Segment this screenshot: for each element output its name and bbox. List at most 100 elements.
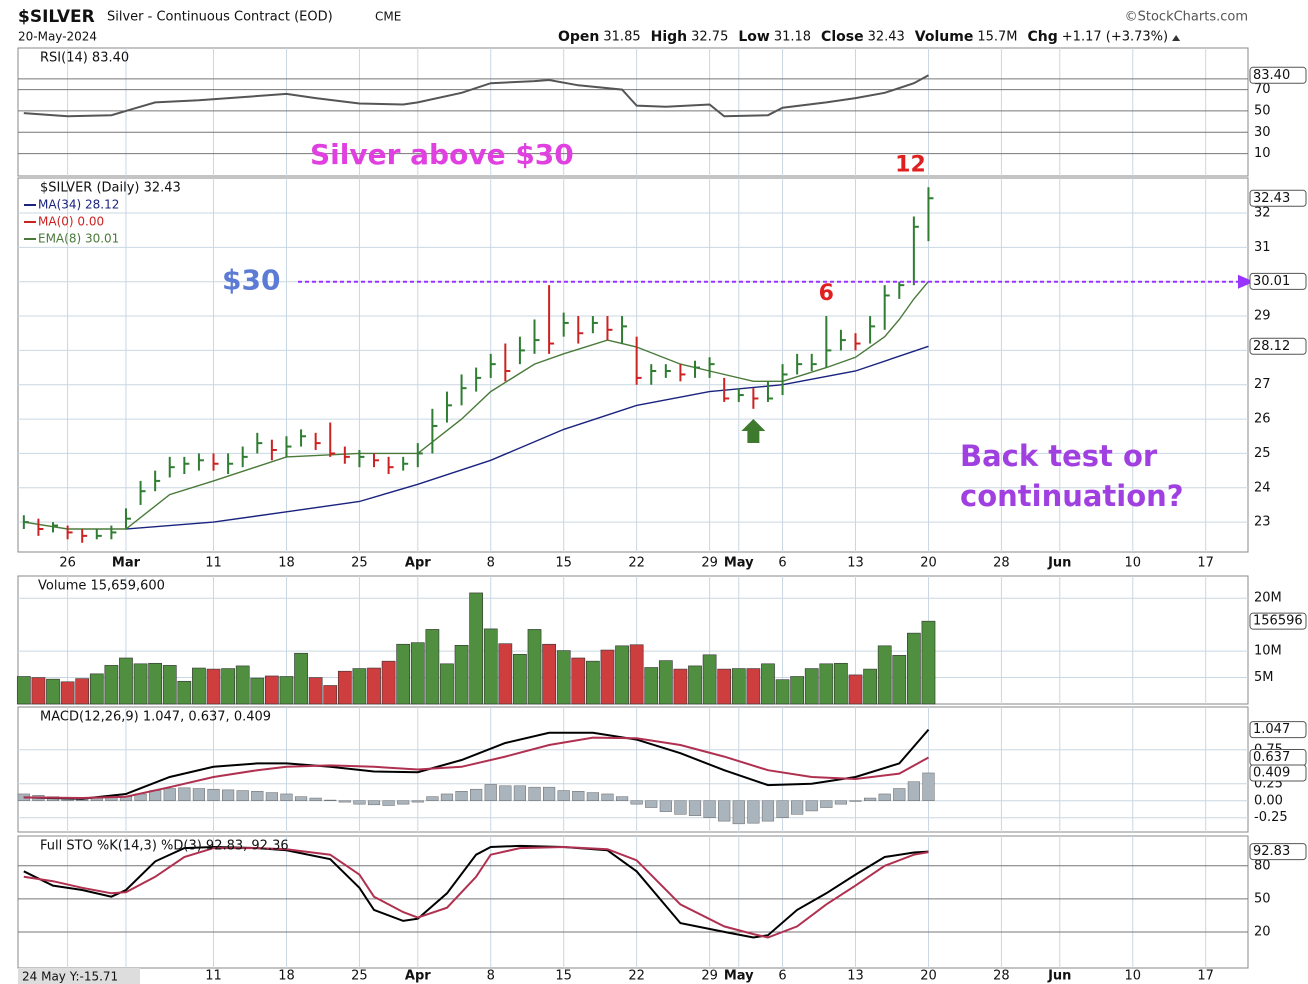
instrument-name: Silver - Continuous Contract (EOD) bbox=[107, 10, 333, 25]
volume-bar bbox=[396, 643, 411, 705]
volume-bar bbox=[571, 657, 586, 705]
y-tick-label: 5M bbox=[1254, 670, 1274, 685]
indicator-line bbox=[23, 74, 929, 118]
volume-bar bbox=[542, 643, 556, 705]
panel-title: RSI(14) 83.40 bbox=[40, 51, 129, 66]
volume-bar bbox=[658, 660, 673, 705]
y-tick-label: 20M bbox=[1254, 591, 1282, 606]
histogram-bar bbox=[688, 800, 702, 816]
y-tick-label: 29 bbox=[1254, 309, 1271, 324]
x-tick-label: 13 bbox=[847, 969, 864, 984]
x-tick-label: 6 bbox=[778, 969, 786, 984]
x-tick-label: 11 bbox=[205, 969, 222, 984]
count-label: 12 bbox=[895, 152, 926, 177]
quote-value: +1.17 (+3.73%) bbox=[1062, 30, 1168, 45]
histogram-bar bbox=[674, 800, 687, 815]
volume-bar bbox=[410, 642, 425, 705]
volume-bar bbox=[644, 667, 659, 705]
histogram-bar bbox=[280, 793, 293, 802]
footer-bg bbox=[18, 968, 140, 984]
volume-bar bbox=[527, 629, 542, 705]
histogram-bar bbox=[382, 800, 395, 806]
x-tick-label: 17 bbox=[1197, 969, 1214, 984]
annotation: Silver above $30 bbox=[310, 138, 574, 171]
source: ©StockCharts.com bbox=[1125, 10, 1248, 25]
volume-bar bbox=[731, 668, 746, 705]
histogram-bar bbox=[222, 789, 235, 801]
x-tick-label: Jun bbox=[1047, 556, 1071, 571]
x-tick-label: 29 bbox=[701, 556, 718, 571]
x-tick-label: May bbox=[724, 556, 754, 571]
x-tick-label: 8 bbox=[487, 556, 495, 571]
quote-label: Volume bbox=[915, 29, 974, 45]
volume-bar bbox=[206, 668, 221, 705]
panel-title: Volume 15,659,600 bbox=[38, 579, 165, 594]
volume-bar bbox=[746, 668, 761, 705]
last-value-box bbox=[1249, 272, 1307, 290]
up-arrow bbox=[741, 419, 766, 443]
histogram-bar bbox=[397, 800, 410, 805]
histogram-bar bbox=[572, 790, 585, 802]
histogram-bar bbox=[907, 781, 920, 802]
histogram-bar bbox=[630, 800, 643, 805]
indicator-line bbox=[23, 845, 929, 939]
y-tick-label: 0.00 bbox=[1254, 793, 1283, 808]
volume-bar bbox=[600, 649, 615, 705]
x-tick-label: 29 bbox=[701, 969, 718, 984]
volume-bar bbox=[498, 643, 513, 705]
histogram-bar bbox=[718, 800, 731, 822]
histogram-bar bbox=[440, 793, 454, 802]
histogram-bar bbox=[747, 800, 760, 824]
histogram-bar bbox=[192, 788, 206, 801]
histogram-bar bbox=[236, 790, 249, 801]
histogram-bar bbox=[338, 800, 351, 803]
quote-label: High bbox=[651, 29, 688, 45]
x-tick-label: 15 bbox=[555, 969, 572, 984]
last-value-label: 156596 bbox=[1253, 614, 1303, 629]
histogram-bar bbox=[499, 785, 512, 801]
histogram-bar bbox=[294, 796, 308, 801]
volume-bar bbox=[761, 663, 775, 705]
volume-bar bbox=[381, 660, 396, 705]
y-tick-label: 80 bbox=[1254, 858, 1271, 873]
histogram-bar bbox=[849, 800, 862, 802]
last-value-box bbox=[1249, 66, 1307, 84]
histogram-bar bbox=[820, 800, 833, 808]
histogram-bar bbox=[528, 786, 541, 801]
last-value-label: 32.43 bbox=[1253, 191, 1290, 206]
volume-bar bbox=[921, 620, 936, 705]
volume-bar bbox=[177, 680, 192, 705]
x-tick-label: 10 bbox=[1124, 556, 1141, 571]
histogram-bar bbox=[615, 796, 629, 801]
histogram-bar bbox=[484, 784, 497, 802]
histogram-bar bbox=[207, 788, 220, 802]
last-value-box bbox=[1249, 764, 1307, 782]
histogram-bar bbox=[543, 786, 556, 801]
volume-bar bbox=[337, 670, 352, 705]
volume-bar bbox=[907, 632, 921, 705]
histogram-bar bbox=[864, 797, 877, 801]
histogram-bar bbox=[251, 790, 264, 802]
histogram-bar bbox=[805, 800, 818, 812]
indicator-line bbox=[23, 736, 929, 800]
x-tick-label: 22 bbox=[628, 556, 645, 571]
y-tick-label: 26 bbox=[1254, 412, 1271, 427]
last-value-box bbox=[1249, 721, 1307, 739]
histogram-bar bbox=[353, 800, 366, 805]
histogram-bar bbox=[557, 790, 570, 801]
x-tick-label: Apr bbox=[405, 556, 431, 571]
histogram-bar bbox=[411, 800, 424, 803]
x-tick-label: 28 bbox=[993, 969, 1010, 984]
x-tick-label: 17 bbox=[1197, 556, 1214, 571]
volume-bar bbox=[119, 657, 133, 705]
legend-entry: MA(0) 0.00 bbox=[38, 215, 104, 229]
volume-bar bbox=[629, 644, 644, 705]
histogram-bar bbox=[645, 800, 658, 808]
volume-bar bbox=[192, 667, 206, 705]
volume-bar bbox=[775, 679, 790, 705]
volume-bar bbox=[89, 673, 104, 705]
volume-bar bbox=[221, 668, 235, 705]
indicator-line bbox=[23, 728, 930, 800]
x-tick-label: 11 bbox=[205, 556, 222, 571]
histogram-bar bbox=[776, 800, 789, 818]
